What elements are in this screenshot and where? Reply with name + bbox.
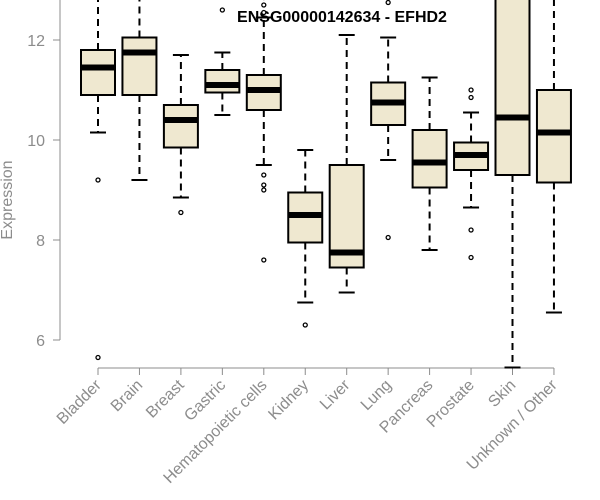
outlier-point (385, 0, 391, 6)
y-axis: 6810121416 (27, 0, 61, 350)
outlier-point (385, 234, 391, 241)
iqr-box (494, 0, 531, 176)
outlier-point (468, 254, 474, 261)
box-kidney (287, 149, 324, 328)
outlier-point (261, 182, 267, 188)
outlier-point (302, 322, 308, 328)
x-tick-label: Kidney (265, 377, 312, 424)
x-tick-label: Brain (108, 377, 146, 415)
y-tick-label: 6 (36, 333, 45, 350)
outlier-point (95, 177, 101, 183)
x-tick-label: Bladder (54, 376, 105, 427)
box-prostate (453, 87, 490, 261)
outlier-point (261, 172, 267, 178)
iqr-box (411, 129, 448, 189)
outlier-point (261, 9, 267, 16)
y-tick-label: 10 (27, 133, 45, 150)
box-hematopoietic-cells (245, 0, 282, 263)
box-brain (121, 0, 158, 181)
outlier-point (178, 209, 184, 216)
outlier-point (219, 7, 226, 13)
box-pancreas (411, 76, 448, 251)
iqr-box (121, 36, 158, 96)
iqr-box (535, 89, 572, 184)
iqr-box (162, 104, 199, 149)
x-tick-label: Liver (317, 376, 354, 413)
outlier-point (261, 257, 267, 263)
y-tick-label: 8 (36, 233, 45, 250)
box-series (80, 0, 572, 369)
y-axis-label: Expression (0, 160, 16, 239)
outlier-point (95, 354, 101, 361)
box-lung (370, 0, 407, 241)
box-liver (328, 34, 365, 294)
box-skin (494, 0, 531, 369)
box-breast (162, 54, 199, 216)
outlier-point (261, 187, 267, 193)
outlier-point (468, 94, 474, 101)
iqr-box (80, 49, 116, 96)
outlier-point (468, 87, 474, 93)
box-unknown-other (535, 0, 572, 314)
x-tick-label: Skin (485, 377, 519, 411)
x-tick-label: Breast (143, 376, 188, 421)
y-tick-label: 12 (27, 33, 45, 50)
box-bladder (80, 0, 116, 361)
outlier-point (468, 227, 474, 233)
box-gastric (204, 7, 241, 116)
iqr-box (204, 69, 241, 94)
chart-title: ENSG00000142634 - EFHD2 (237, 9, 447, 26)
x-tick-label: Lung (358, 377, 395, 414)
outlier-point (261, 2, 267, 8)
